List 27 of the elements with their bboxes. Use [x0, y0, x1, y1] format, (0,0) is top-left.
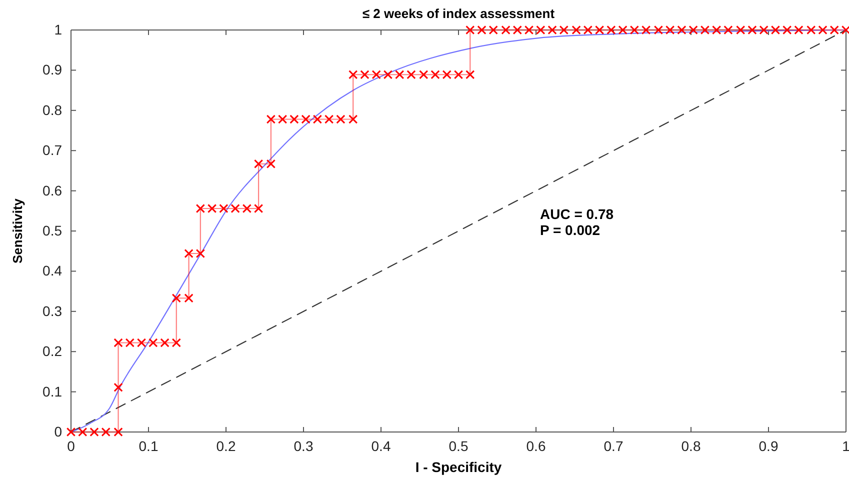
- annotation: AUC = 0.78: [540, 206, 614, 222]
- y-tick-label: 0.7: [42, 142, 62, 158]
- annotation: P = 0.002: [540, 222, 600, 238]
- y-tick-label: 0.2: [42, 343, 62, 360]
- y-tick-label: 0.5: [42, 222, 62, 238]
- y-axis-title: Sensitivity: [10, 198, 25, 264]
- y-tick-label: 0.8: [42, 102, 62, 118]
- x-tick-label: 0.7: [604, 438, 624, 454]
- y-tick-label: 0.3: [42, 302, 62, 319]
- chart-title: ≤ 2 weeks of index assessment: [362, 6, 556, 21]
- y-tick-label: 0.9: [42, 62, 62, 78]
- x-tick-label: 0.3: [294, 438, 314, 454]
- x-tick-label: 1: [842, 438, 849, 454]
- x-tick-label: 0.4: [371, 438, 391, 454]
- x-tick-label: 0: [67, 438, 76, 454]
- y-tick-label: 0.1: [42, 383, 62, 400]
- x-tick-label: 0.8: [681, 438, 701, 454]
- y-tick-label: 0: [54, 423, 62, 440]
- x-tick-label: 0.6: [526, 438, 546, 454]
- y-tick-label: 0.6: [42, 182, 62, 198]
- x-tick-label: 0.1: [138, 438, 158, 454]
- x-tick-label: 0.2: [216, 438, 236, 454]
- y-tick-label: 1: [54, 21, 62, 38]
- x-axis-title: I - Specificity: [415, 459, 502, 475]
- x-tick-label: 0.9: [758, 438, 778, 454]
- x-tick-label: 0.5: [448, 438, 468, 454]
- y-tick-label: 0.4: [42, 262, 62, 279]
